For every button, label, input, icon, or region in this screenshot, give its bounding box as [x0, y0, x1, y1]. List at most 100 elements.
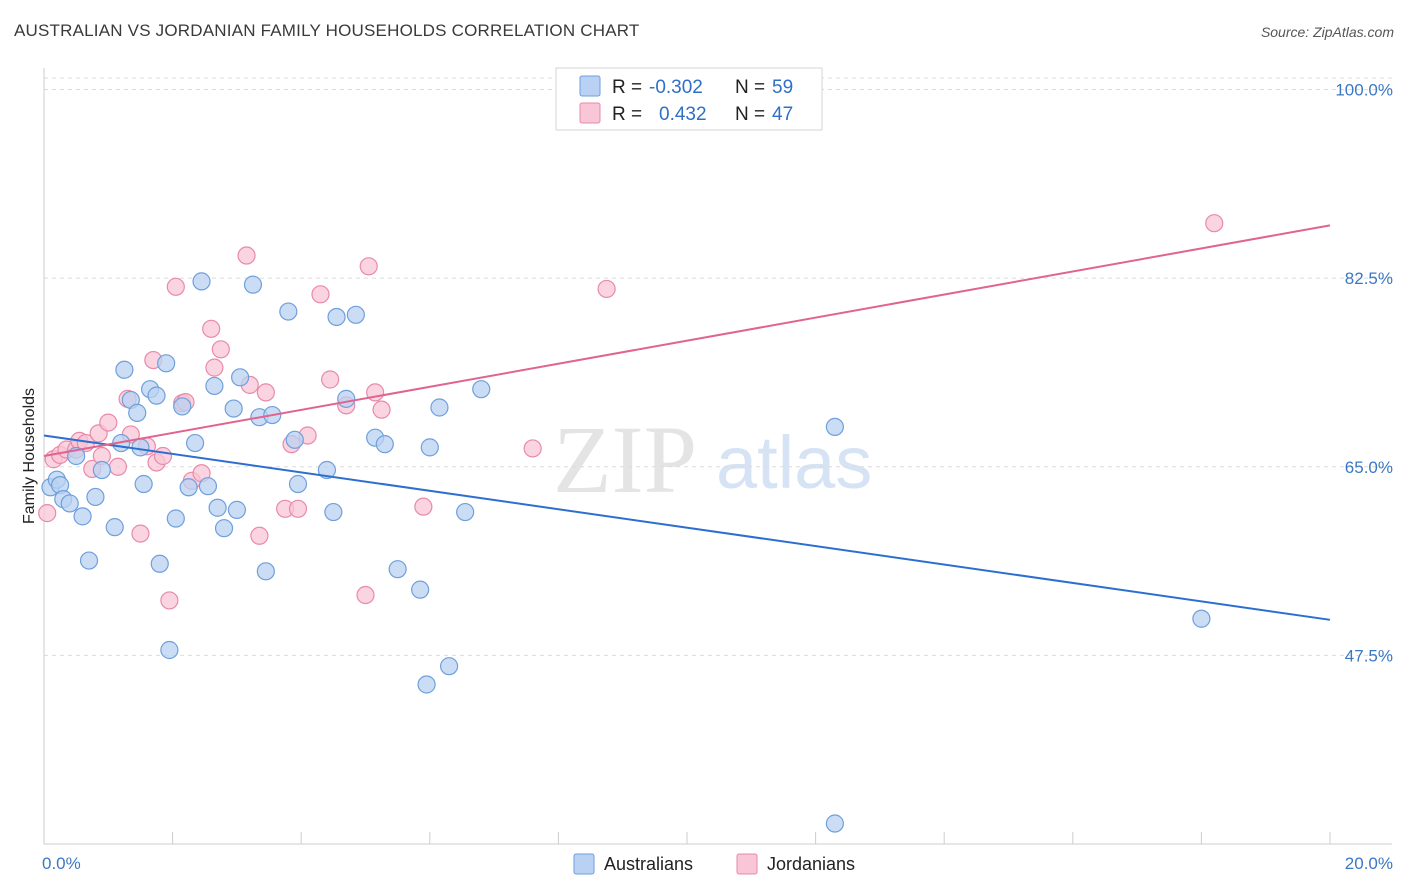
series-legend-jordanians: Jordanians: [767, 854, 855, 874]
australian-point: [388, 560, 407, 579]
australian-point: [86, 487, 105, 507]
jordanian-point: [523, 439, 542, 458]
jordanian-point: [99, 413, 118, 432]
legend-r-label-jordanians: R =: [612, 104, 642, 125]
legend-swatch-australians: [579, 75, 601, 97]
jordanian-point: [211, 340, 230, 359]
australian-point: [134, 474, 153, 494]
australian-point: [173, 397, 192, 416]
australian-point: [417, 675, 436, 694]
watermark: ZIP atlas: [553, 406, 872, 513]
legend-r-label-australians: R =: [612, 77, 642, 98]
australian-point: [825, 417, 844, 436]
series-legend: Australians Jordanians: [573, 853, 855, 875]
series-legend-swatch-jordanians: [736, 853, 758, 875]
jordanian-point: [250, 526, 269, 545]
australian-point: [279, 302, 298, 321]
australian-point: [224, 399, 243, 418]
australian-point: [411, 580, 430, 599]
australian-point: [214, 519, 234, 538]
australian-point: [256, 562, 275, 581]
australian-point: [150, 554, 169, 573]
y-tick-label: 82.5%: [1345, 269, 1393, 288]
australian-point: [157, 354, 176, 373]
australian-point: [430, 398, 449, 417]
correlation-legend: R = -0.302 N = 59 R = 0.432 N = 47: [555, 67, 823, 131]
series-legend-australians: Australians: [604, 854, 693, 874]
jordanian-point: [205, 358, 224, 377]
australian-point: [288, 474, 308, 494]
australian-point: [60, 494, 79, 513]
jordanian-point: [131, 524, 150, 543]
jordanian-point: [597, 279, 616, 299]
jordanian-point: [38, 504, 57, 523]
australian-point: [131, 438, 150, 457]
australian-point: [192, 272, 211, 291]
australian-point: [198, 477, 218, 496]
australian-point: [346, 305, 365, 324]
watermark-zip: ZIP: [553, 406, 697, 513]
y-tick-label: 47.5%: [1345, 646, 1393, 665]
australian-point: [317, 460, 337, 480]
jordanian-point: [202, 319, 221, 338]
australian-point: [73, 507, 92, 526]
jordanian-point: [256, 383, 275, 402]
australian-point: [105, 518, 124, 537]
australian-point: [147, 386, 166, 405]
jordanian-point: [288, 499, 308, 518]
australians-trend-line: [43, 434, 1331, 621]
jordanian-point: [372, 400, 391, 419]
jordanian-point: [153, 446, 173, 466]
australian-point: [825, 814, 844, 833]
source-label: Source: ZipAtlas.com: [1260, 24, 1394, 40]
australian-point: [128, 403, 147, 422]
legend-r-value-jordanians: 0.432: [659, 104, 707, 125]
australian-point: [327, 307, 346, 327]
australian-point: [472, 380, 491, 399]
jordanian-point: [356, 585, 375, 605]
jordanian-point: [414, 497, 433, 516]
australian-point: [420, 438, 439, 457]
australian-point: [227, 500, 246, 519]
x-tick-label: 0.0%: [42, 854, 81, 873]
series-legend-swatch-australians: [573, 853, 595, 875]
australian-point: [166, 509, 185, 528]
jordanian-point: [108, 457, 128, 476]
legend-n-label-jordanians: N =: [735, 104, 765, 125]
australian-point: [1192, 609, 1211, 628]
watermark-atlas: atlas: [716, 421, 872, 504]
australian-point: [324, 502, 343, 522]
australian-point: [243, 275, 263, 294]
x-tick-labels: 0.0% 20.0%: [42, 854, 1393, 873]
australian-point: [337, 389, 356, 408]
legend-n-label-australians: N =: [735, 77, 765, 98]
x-tick-label: 20.0%: [1345, 854, 1393, 873]
australian-point: [208, 498, 227, 517]
australian-point: [186, 433, 205, 453]
australian-point: [285, 430, 304, 449]
australian-point: [115, 360, 134, 379]
jordanian-point: [311, 285, 330, 304]
jordanians-trend-line: [43, 224, 1331, 457]
legend-r-value-australians: -0.302: [649, 77, 703, 98]
y-tick-label: 100.0%: [1335, 81, 1393, 100]
australian-point: [375, 435, 394, 454]
chart-title: AUSTRALIAN VS JORDANIAN FAMILY HOUSEHOLD…: [14, 21, 640, 40]
x-axis-ticks: [43, 832, 1331, 844]
australian-point: [160, 640, 179, 660]
jordanian-point: [1205, 214, 1224, 233]
jordanian-point: [237, 246, 256, 265]
legend-swatch-jordanians: [579, 102, 601, 124]
australian-point: [456, 502, 475, 522]
y-axis-label: Family Households: [21, 388, 38, 524]
australian-point: [79, 551, 99, 570]
jordanian-point: [160, 591, 179, 610]
australian-point: [92, 460, 111, 480]
jordanian-point: [321, 370, 340, 389]
legend-n-value-jordanians: 47: [772, 104, 793, 125]
australian-point: [231, 368, 250, 387]
gridlines: [44, 77, 1392, 656]
australian-point: [179, 478, 198, 497]
australian-point: [439, 657, 459, 676]
